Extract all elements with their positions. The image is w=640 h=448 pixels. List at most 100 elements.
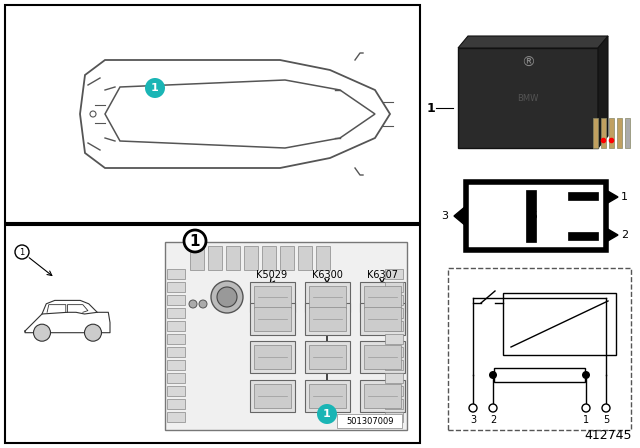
Text: 1: 1 [19, 247, 24, 257]
Bar [360, 380, 405, 412]
Text: 2: 2 [621, 230, 628, 240]
Bar [503, 293, 616, 355]
Bar [254, 345, 291, 369]
Circle shape [469, 404, 477, 412]
Circle shape [189, 300, 197, 308]
Bar [250, 282, 295, 312]
Bar [385, 373, 403, 383]
Bar [226, 246, 240, 270]
Circle shape [33, 324, 51, 341]
Circle shape [317, 404, 337, 424]
Text: 1: 1 [323, 409, 331, 419]
Bar [250, 380, 295, 412]
Bar [309, 384, 346, 408]
Text: 5: 5 [531, 211, 538, 221]
Bar [298, 246, 312, 270]
Bar [167, 321, 185, 331]
Bar [385, 269, 403, 279]
Circle shape [582, 371, 590, 379]
Circle shape [184, 230, 206, 252]
Bar [385, 399, 403, 409]
Bar [208, 246, 222, 270]
Bar [305, 341, 350, 373]
Bar [5, 225, 420, 443]
Circle shape [15, 245, 29, 259]
Text: 1: 1 [583, 415, 589, 425]
Bar [593, 118, 598, 148]
Bar [385, 334, 403, 344]
Bar [309, 345, 346, 369]
Bar [494, 368, 585, 382]
Bar [385, 308, 403, 318]
Bar [364, 345, 401, 369]
Circle shape [489, 371, 497, 379]
Bar [254, 286, 291, 308]
Text: 1: 1 [621, 192, 628, 202]
Bar [309, 286, 346, 308]
Bar [364, 286, 401, 308]
Text: K5029: K5029 [257, 270, 287, 280]
Bar [309, 307, 346, 331]
Bar [385, 386, 403, 396]
Polygon shape [454, 206, 466, 226]
Bar [385, 282, 403, 292]
Polygon shape [606, 228, 618, 242]
Bar [250, 341, 295, 373]
Bar [280, 246, 294, 270]
Text: 5: 5 [603, 415, 609, 425]
Bar [165, 242, 407, 430]
Bar [5, 5, 420, 223]
Bar [617, 118, 622, 148]
Circle shape [145, 78, 165, 98]
Circle shape [582, 404, 590, 412]
Text: K6300: K6300 [312, 270, 342, 280]
Bar [305, 282, 350, 312]
Bar [262, 246, 276, 270]
Text: 2: 2 [490, 415, 496, 425]
Bar [625, 118, 630, 148]
Bar [364, 384, 401, 408]
Bar [167, 295, 185, 305]
Bar [167, 334, 185, 344]
Text: 1: 1 [151, 83, 159, 93]
Text: ®: ® [521, 56, 535, 70]
Bar [167, 399, 185, 409]
Text: K6307: K6307 [367, 270, 397, 280]
Circle shape [199, 300, 207, 308]
Bar [167, 269, 185, 279]
Polygon shape [458, 48, 598, 148]
Circle shape [602, 404, 610, 412]
Bar [250, 303, 295, 335]
Bar [254, 384, 291, 408]
Bar [526, 190, 536, 242]
Bar [305, 380, 350, 412]
Bar [244, 246, 258, 270]
Bar [167, 360, 185, 370]
Bar [385, 321, 403, 331]
Text: 3: 3 [441, 211, 448, 221]
Text: BMW: BMW [517, 94, 539, 103]
Bar [360, 341, 405, 373]
Polygon shape [606, 190, 618, 204]
Bar [167, 347, 185, 357]
Bar [337, 414, 402, 428]
Bar [167, 386, 185, 396]
Circle shape [211, 281, 243, 313]
Bar [305, 303, 350, 335]
Bar [385, 295, 403, 305]
Bar [167, 308, 185, 318]
Bar [316, 246, 330, 270]
Bar [167, 282, 185, 292]
Bar [167, 373, 185, 383]
Bar [385, 360, 403, 370]
Polygon shape [598, 36, 608, 148]
Text: 412745: 412745 [584, 429, 632, 442]
Bar [609, 118, 614, 148]
Text: 1: 1 [426, 102, 435, 115]
Circle shape [489, 404, 497, 412]
Bar [385, 347, 403, 357]
Text: 1: 1 [189, 233, 200, 249]
Bar [466, 182, 606, 250]
Bar [364, 307, 401, 331]
Circle shape [84, 324, 102, 341]
